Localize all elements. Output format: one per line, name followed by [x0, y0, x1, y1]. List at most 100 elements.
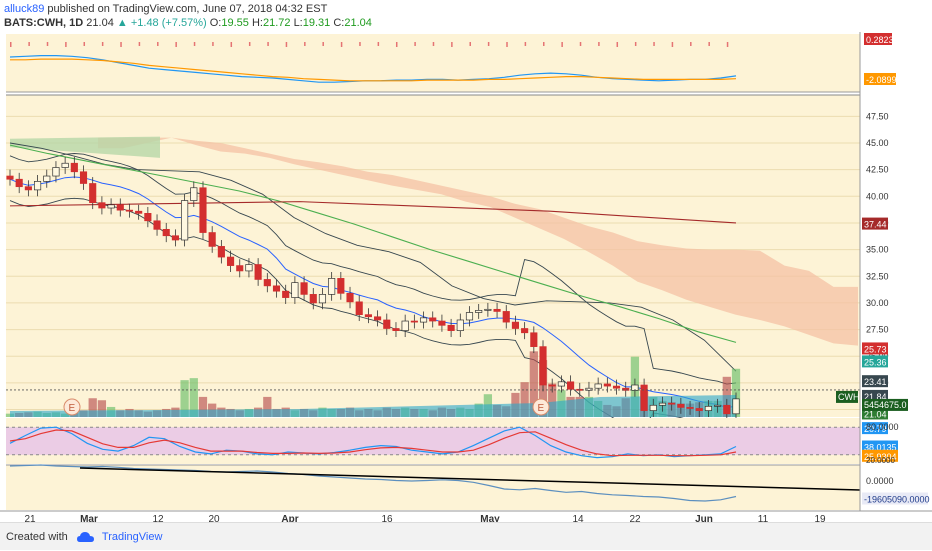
stoch-tick: 20.0000 — [866, 456, 895, 465]
stoch-d-line — [9, 429, 737, 457]
macd-histogram-bar — [432, 42, 435, 46]
candle-body — [447, 324, 455, 331]
macd-histogram-bar — [248, 42, 251, 46]
obv-line — [9, 464, 737, 502]
candle-body — [677, 403, 685, 408]
candle-body — [162, 228, 170, 237]
candle-body — [245, 264, 253, 272]
x-tick-label: 14 — [572, 514, 584, 522]
macd-histogram-bar — [524, 42, 527, 46]
stoch-d-label-box — [862, 449, 898, 462]
candle-body — [530, 332, 538, 347]
macd-histogram-bar — [451, 42, 453, 47]
candle-body — [410, 320, 418, 323]
y-tick-label: 42.50 — [866, 165, 889, 175]
obv-tick: 0.0000 — [866, 476, 894, 486]
chart-header: alluck89 published on TradingView.com, J… — [4, 2, 924, 32]
symbol-label[interactable]: BATS:CWH, 1D — [4, 17, 84, 29]
author-link[interactable]: alluck89 — [4, 3, 45, 15]
up-arrow-icon: ▲ — [116, 17, 128, 29]
candle-body — [603, 383, 611, 387]
candle-body — [291, 282, 299, 298]
x-tick-label: May — [480, 514, 500, 522]
low-label: L: — [293, 17, 303, 29]
high-value: 21.72 — [262, 17, 291, 29]
macd-histogram-bar — [469, 42, 471, 46]
published-text: published on TradingView.com, June 07, 2… — [47, 3, 328, 15]
obv-pane: 0.0000 -19605090.0000 — [6, 464, 930, 510]
candle-body — [217, 246, 225, 258]
macd-histogram-bar — [101, 42, 104, 46]
candle-body — [43, 175, 51, 182]
macd-histogram-bar — [212, 42, 214, 46]
candle-body — [649, 404, 657, 411]
macd-histogram-bar — [414, 42, 416, 46]
stoch-k-label: 38.0135 — [864, 443, 897, 453]
candle-body — [236, 265, 244, 272]
candle-body — [640, 384, 648, 411]
price-label-box — [862, 217, 888, 230]
candle-body — [392, 328, 400, 331]
ema-green-line — [9, 144, 737, 343]
outer-channel-line — [9, 142, 737, 372]
candle-body — [465, 312, 474, 321]
chart-svg[interactable]: 0.2823-2.0899 47.5045.0042.5040.0037.503… — [0, 32, 932, 522]
macd-histogram-bar — [487, 42, 490, 46]
macd-histogram-bar — [65, 42, 67, 47]
macd-histogram-bar — [46, 42, 49, 46]
macd-signal-label-box — [864, 73, 896, 85]
macd-pane: 0.2823 -2.0899 — [6, 33, 897, 93]
earnings-marker-icon — [532, 398, 550, 416]
candle-body — [686, 407, 694, 409]
tradingview-brand[interactable]: TradingView — [101, 531, 163, 543]
candle-body — [511, 321, 520, 329]
price-label: 21.84 — [864, 392, 887, 402]
candle-body — [125, 209, 134, 212]
price-label-box — [862, 342, 888, 355]
candle-body — [484, 308, 492, 311]
candle-body — [272, 285, 281, 292]
volume-bar — [97, 400, 107, 417]
candle-body — [208, 232, 216, 247]
y-tick-label: 47.50 — [866, 111, 889, 121]
stoch-band — [6, 427, 860, 455]
high-label: H: — [251, 17, 263, 29]
candle-body — [567, 381, 575, 390]
volume-ma-area — [10, 395, 736, 417]
macd-histogram-bar — [267, 42, 269, 46]
macd-histogram-bar — [359, 42, 361, 46]
macd-histogram-bar — [285, 42, 288, 47]
candle-body — [521, 328, 529, 334]
candle-body — [144, 213, 152, 222]
candle-body — [181, 200, 189, 241]
candle-body — [6, 175, 14, 180]
obv-background — [6, 465, 860, 510]
price-pane[interactable]: 47.5045.0042.5040.0037.5035.0032.5030.00… — [5, 94, 908, 453]
macd-histogram-bar — [120, 42, 122, 47]
footer: Created with TradingView — [0, 522, 932, 550]
macd-histogram-bar — [690, 42, 692, 46]
low-value: 19.31 — [302, 17, 331, 29]
candle-body — [79, 171, 88, 184]
macd-histogram-bar — [395, 42, 398, 47]
x-tick-label: 12 — [152, 514, 164, 522]
volume-bar — [263, 396, 272, 417]
candle-body — [107, 204, 115, 209]
y-tick-label: 40.00 — [866, 191, 889, 201]
macd-signal-label: -2.0899 — [866, 75, 897, 85]
candle-body — [475, 310, 483, 313]
candle-body — [355, 301, 363, 315]
macd-hist-label: 0.2823 — [866, 35, 894, 45]
candle-body — [438, 320, 446, 326]
obv-label-box — [862, 492, 928, 505]
candle-body — [723, 404, 731, 415]
price-label: 21.04 — [864, 409, 887, 419]
macd-histogram-bar — [506, 42, 508, 47]
x-tick-label: 16 — [381, 514, 393, 522]
y-tick-label: 35.00 — [866, 245, 889, 255]
macd-histogram-bar — [377, 42, 380, 46]
price-label: 25.36 — [864, 357, 887, 367]
macd-histogram-bar — [304, 42, 306, 46]
x-tick-label: 19 — [814, 514, 826, 522]
time-axis[interactable]: 21 Mar 12 20 Apr 16 May 14 22 Jun 11 19 — [0, 32, 932, 522]
